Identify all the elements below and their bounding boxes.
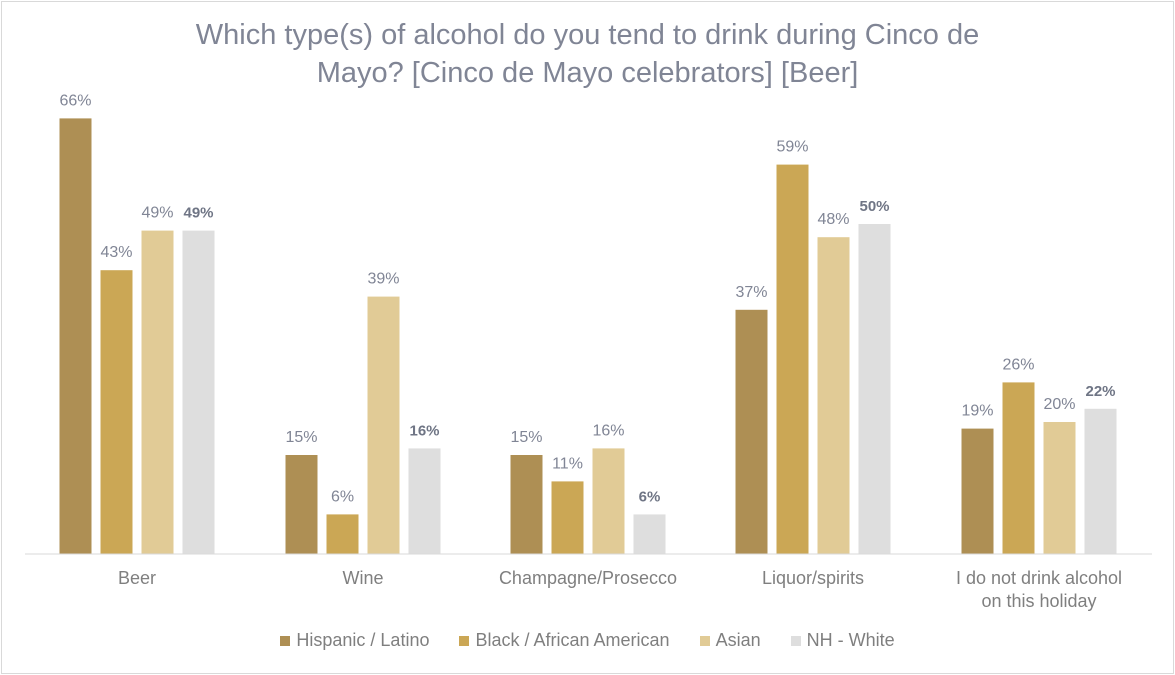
bar-chart-plot: 66% 43% 49% 49% Beer 15% 6% 39% 16% Wine 15% 11% 16%…	[25, 92, 1152, 611]
legend-label: Black / African American	[475, 630, 670, 650]
bar	[326, 514, 359, 554]
x-tick-label: Liquor/spirits	[762, 568, 864, 588]
bar	[1084, 408, 1117, 554]
data-label: 15%	[285, 429, 317, 446]
data-label: 39%	[367, 271, 399, 288]
data-label: 50%	[859, 198, 889, 215]
legend-swatch	[459, 635, 470, 646]
bar	[59, 118, 92, 555]
legend-label: Asian	[715, 630, 761, 650]
legend-swatch	[280, 635, 291, 646]
bar	[551, 481, 584, 554]
data-label: 6%	[331, 488, 354, 505]
chart-title-line-2: Mayo? [Cinco de Mayo celebrators] [Beer]	[316, 57, 859, 89]
bar	[100, 270, 133, 554]
bar	[285, 455, 318, 554]
chart-legend: Hispanic / Latino Black / African America…	[0, 630, 1175, 651]
x-tick-label: Beer	[118, 568, 156, 588]
data-label: 6%	[639, 488, 661, 505]
legend-swatch	[699, 635, 710, 646]
data-label: 22%	[1085, 383, 1115, 400]
bar	[592, 448, 625, 554]
bar	[817, 237, 850, 554]
bar	[182, 230, 215, 554]
data-label: 19%	[961, 403, 993, 420]
legend-item: NH - White	[790, 630, 895, 651]
data-label: 48%	[817, 211, 849, 228]
data-label: 11%	[552, 455, 583, 472]
data-label: 66%	[59, 92, 91, 109]
data-label: 59%	[776, 139, 808, 156]
x-tick-label: Champagne/Prosecco	[499, 568, 677, 588]
data-label: 16%	[409, 422, 439, 439]
bar	[858, 224, 891, 554]
bar	[1002, 382, 1035, 554]
bar	[367, 296, 400, 554]
data-label: 20%	[1043, 396, 1075, 413]
x-tick-label: Wine	[342, 568, 383, 588]
data-label: 26%	[1002, 356, 1034, 373]
chart-title-line-1: Which type(s) of alcohol do you tend to …	[195, 19, 980, 51]
x-tick-label: on this holiday	[981, 591, 1096, 611]
bar	[408, 448, 441, 554]
bar	[776, 164, 809, 554]
bar	[510, 455, 543, 554]
legend-item: Black / African American	[459, 630, 670, 651]
data-label: 16%	[592, 422, 624, 439]
legend-label: NH - White	[806, 630, 895, 650]
bar	[735, 309, 768, 554]
legend-swatch	[790, 635, 801, 646]
legend-item: Asian	[699, 630, 761, 651]
legend-item: Hispanic / Latino	[280, 630, 429, 651]
chart-title: Which type(s) of alcohol do you tend to …	[60, 16, 1115, 92]
bar	[633, 514, 666, 554]
x-tick-label: I do not drink alcohol	[956, 568, 1122, 588]
data-label: 43%	[100, 244, 132, 261]
bar	[961, 428, 994, 554]
data-label: 15%	[510, 429, 542, 446]
data-label: 37%	[735, 284, 767, 301]
data-label: 49%	[183, 205, 213, 222]
data-label: 49%	[141, 205, 173, 222]
bar	[141, 230, 174, 554]
bar	[1043, 422, 1076, 554]
legend-label: Hispanic / Latino	[296, 630, 430, 650]
